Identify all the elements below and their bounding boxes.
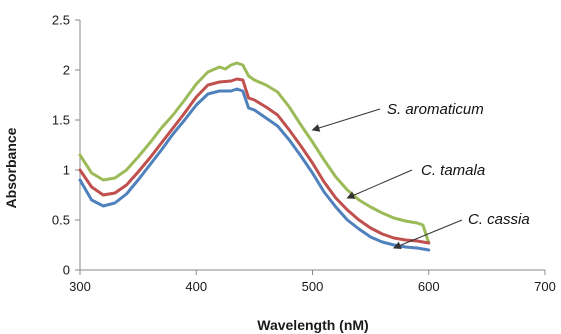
y-axis-title: Absorbance (3, 127, 19, 208)
y-tick-label: 2 (63, 63, 70, 78)
x-tick-label: 700 (534, 279, 556, 294)
x-tick-label: 600 (418, 279, 440, 294)
annotation-label-c-cassia: C. cassia (468, 211, 530, 228)
x-axis-ticks: 300 400 500 600 700 (69, 270, 556, 294)
series-line-c-tamala (78, 77, 431, 245)
x-tick-label: 500 (302, 279, 324, 294)
annotation-label-s-aromaticum: S. aromaticum (387, 101, 484, 118)
annotation-arrow-c-cassia (392, 219, 463, 250)
y-tick-label: 1 (63, 163, 70, 178)
y-tick-label: 0.5 (52, 213, 70, 228)
x-tick-label: 300 (69, 279, 91, 294)
x-axis-title: Wavelength (nM) (257, 317, 368, 333)
annotation-arrow-s-aromaticum (311, 108, 381, 132)
annotation-layer: S. aromaticum C. tamala C. cassia (311, 101, 530, 250)
y-tick-label: 0 (63, 263, 70, 278)
annotation-arrow-c-tamala (346, 169, 413, 199)
y-tick-label: 1.5 (52, 113, 70, 128)
series-line-c-cassia (78, 87, 431, 252)
series-layer (78, 61, 431, 252)
y-tick-label: 2.5 (52, 13, 70, 28)
series-line-s-aromaticum (78, 61, 431, 245)
y-axis-ticks: 0 0.5 1 1.5 2 2.5 (52, 13, 80, 278)
x-tick-label: 400 (185, 279, 207, 294)
annotation-label-c-tamala: C. tamala (421, 162, 485, 179)
